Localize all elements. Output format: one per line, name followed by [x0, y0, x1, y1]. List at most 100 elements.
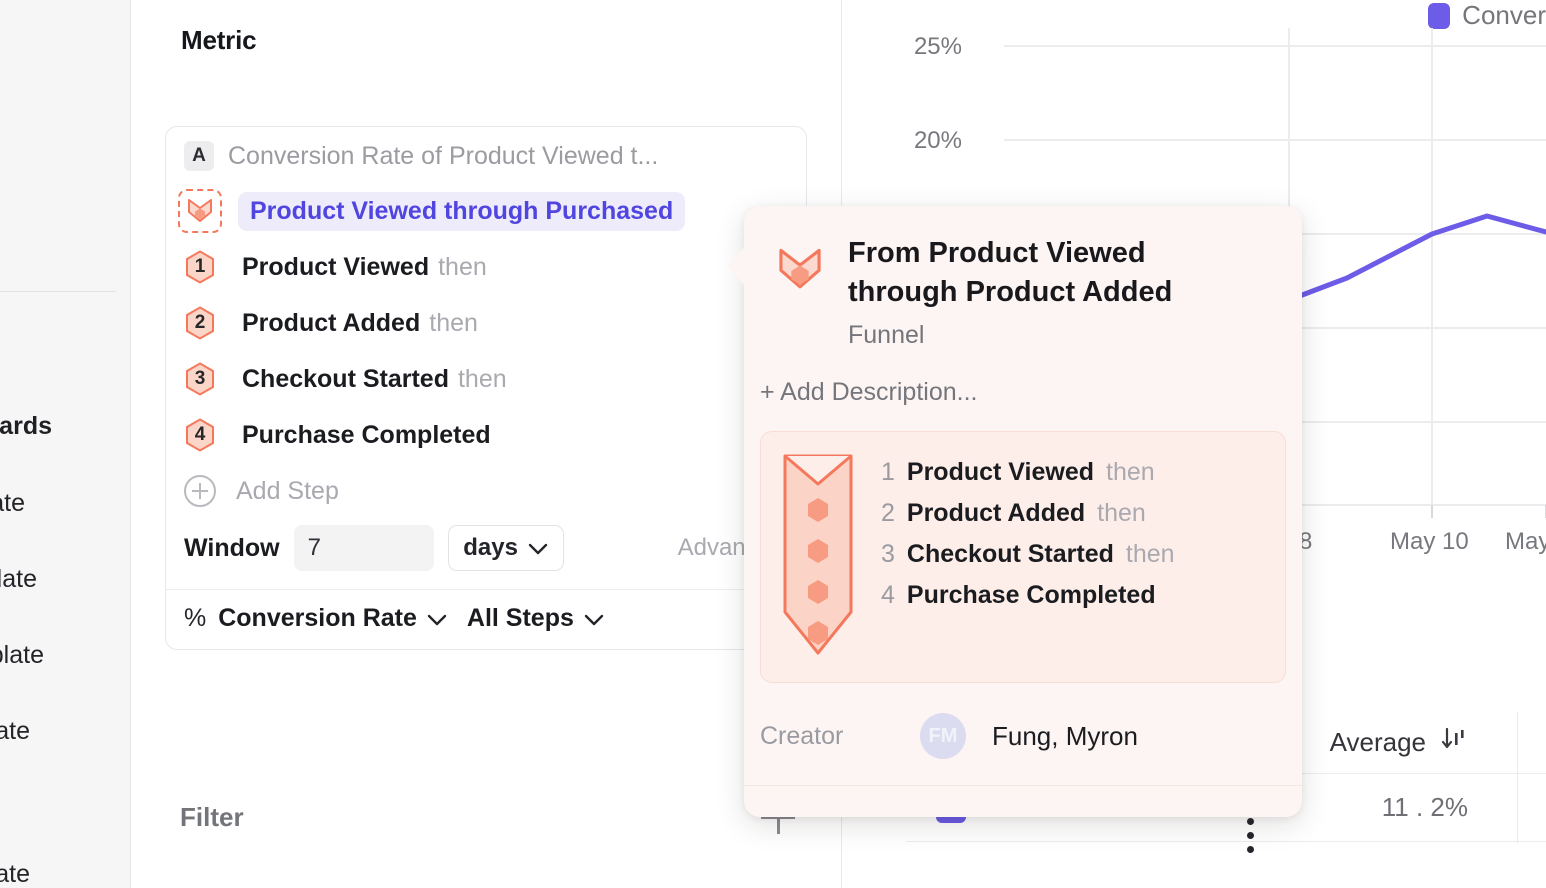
series-average-value: 11 . 2% — [1381, 792, 1468, 822]
sidebar-divider — [0, 291, 116, 292]
plus-circle-icon — [184, 475, 216, 507]
popover-creator-row: Creator FM Fung, Myron — [744, 683, 1302, 787]
sort-descending-icon[interactable] — [1440, 725, 1468, 760]
x-tick-label-1: May 10 — [1390, 528, 1469, 555]
measure-select[interactable]: Conversion Rate — [218, 604, 447, 633]
y-tick-label-1: 20% — [913, 127, 962, 154]
step-name-3: Checkout Started — [242, 364, 449, 393]
popover-step-num-2: 2 — [881, 499, 895, 528]
step-row-1[interactable]: 1 Product Viewed then — [184, 239, 788, 295]
funnel-icon — [774, 240, 826, 350]
left-sidebar: Boards plate mplate mplate plate ate — [0, 0, 131, 888]
window-unit-label: days — [463, 534, 518, 561]
chevron-down-icon — [427, 604, 447, 633]
sidebar-item-boards[interactable]: Boards — [0, 412, 52, 440]
window-unit-select[interactable]: days — [447, 525, 564, 571]
step-number-badge-3: 3 — [184, 362, 216, 396]
step-number-badge-4: 4 — [184, 418, 216, 452]
step-row-4[interactable]: 4 Purchase Completed — [184, 407, 788, 463]
popover-step-then-3: then — [1125, 540, 1175, 569]
popover-step-name-3: Checkout Started — [906, 540, 1114, 569]
step-name-2: Product Added — [242, 308, 421, 337]
add-description-link[interactable]: + Add Description... — [760, 378, 978, 407]
metric-header: A Conversion Rate of Product Viewed t... — [166, 127, 806, 181]
sidebar-item-template-2[interactable]: mplate — [0, 565, 37, 593]
metric-panel: Metric A Conversion Rate of Product View… — [131, 0, 842, 888]
drag-handle[interactable] — [178, 189, 222, 233]
step-row-3[interactable]: 3 Checkout Started then — [184, 351, 788, 407]
step-number-3: 3 — [194, 368, 206, 389]
window-row: Window days Advanced — [166, 519, 806, 589]
popover-step-1: 1 Product Viewed then — [881, 458, 1175, 499]
funnel-row-label: Product Viewed through Purchased — [250, 196, 674, 225]
filter-row: Filter — [165, 800, 807, 834]
step-then-2: then — [429, 308, 478, 337]
average-label: Average — [1329, 727, 1426, 757]
popover-step-4: 4 Purchase Completed — [881, 581, 1175, 622]
popover-step-num-3: 3 — [881, 540, 895, 569]
measure-label: Conversion Rate — [218, 604, 417, 632]
step-number-4: 4 — [194, 424, 206, 445]
step-number-badge-1: 1 — [184, 250, 216, 284]
window-label: Window — [184, 533, 280, 562]
scope-label: All Steps — [466, 604, 574, 632]
popover-step-name-1: Product Viewed — [906, 458, 1094, 487]
popover-subtitle: Funnel — [848, 321, 925, 350]
step-then-3: then — [457, 364, 507, 393]
table-vertical-rule — [1517, 712, 1518, 844]
chevron-down-icon — [528, 534, 548, 562]
funnel-shape-icon — [781, 452, 855, 662]
funnel-row-selected[interactable]: Product Viewed through Purchased — [178, 183, 788, 239]
step-then-1: then — [438, 252, 487, 281]
popover-step-name-4: Purchase Completed — [906, 581, 1156, 610]
funnel-steps-list: Product Viewed through Purchased 1 Produ… — [166, 181, 806, 519]
chart-legend[interactable]: Conver — [1428, 0, 1546, 31]
metric-badge: A — [184, 141, 214, 171]
sidebar-item-template-1[interactable]: plate — [0, 489, 25, 517]
metric-card: A Conversion Rate of Product Viewed t... — [165, 126, 807, 650]
popover-header: From Product Viewed through Product Adde… — [744, 206, 1302, 350]
popover-step-3: 3 Checkout Started then — [881, 540, 1175, 581]
popover-step-then-1: then — [1106, 458, 1155, 487]
popover-step-name-2: Product Added — [906, 499, 1086, 528]
avatar: FM — [920, 713, 966, 760]
x-tick-label-2: May — [1505, 528, 1546, 555]
more-options-icon[interactable] — [1239, 810, 1262, 861]
step-number-badge-2: 2 — [184, 306, 216, 340]
percent-icon: % — [184, 604, 207, 632]
chevron-down-icon — [584, 604, 604, 633]
step-number-2: 2 — [194, 312, 206, 333]
average-column-header[interactable]: Average — [1330, 725, 1546, 760]
popover-step-2: 2 Product Added then — [881, 499, 1175, 540]
y-tick-label-0: 25% — [913, 33, 962, 60]
add-filter-icon[interactable] — [761, 800, 795, 834]
popover-step-num-4: 4 — [881, 581, 895, 610]
window-input[interactable] — [293, 525, 434, 571]
scope-select[interactable]: All Steps — [467, 604, 604, 633]
legend-label: Conver — [1462, 0, 1546, 30]
add-step-button[interactable]: Add Step — [184, 463, 788, 519]
popover-footer — [744, 786, 1302, 861]
legend-swatch-icon — [1428, 2, 1451, 29]
metric-footer: % Conversion Rate All Steps — [166, 589, 806, 649]
popover-steps-list: 1 Product Viewed then 2 Product Added th… — [881, 452, 1175, 662]
popover-step-then-2: then — [1097, 499, 1146, 528]
sidebar-item-template-3[interactable]: mplate — [0, 641, 44, 669]
creator-name: Fung, Myron — [992, 720, 1138, 751]
creator-label: Creator — [760, 721, 844, 750]
sidebar-item-template-5[interactable]: ate — [0, 860, 30, 888]
add-step-label: Add Step — [236, 476, 339, 505]
step-row-2[interactable]: 2 Product Added then — [184, 295, 788, 351]
popover-funnel-preview: 1 Product Viewed then 2 Product Added th… — [760, 431, 1286, 684]
metric-name-input[interactable]: Conversion Rate of Product Viewed t... — [228, 141, 659, 170]
popover-title: From Product Viewed through Product Adde… — [848, 237, 1173, 308]
page-title: Metric — [181, 25, 257, 55]
metric-detail-popover: From Product Viewed through Product Adde… — [727, 206, 1302, 854]
step-number-1: 1 — [194, 256, 206, 277]
step-name-1: Product Viewed — [242, 252, 430, 281]
popover-step-num-1: 1 — [881, 458, 895, 487]
filter-label: Filter — [180, 801, 244, 832]
sidebar-item-template-4[interactable]: plate — [0, 717, 30, 745]
step-name-4: Purchase Completed — [242, 420, 491, 449]
funnel-icon — [185, 194, 215, 229]
